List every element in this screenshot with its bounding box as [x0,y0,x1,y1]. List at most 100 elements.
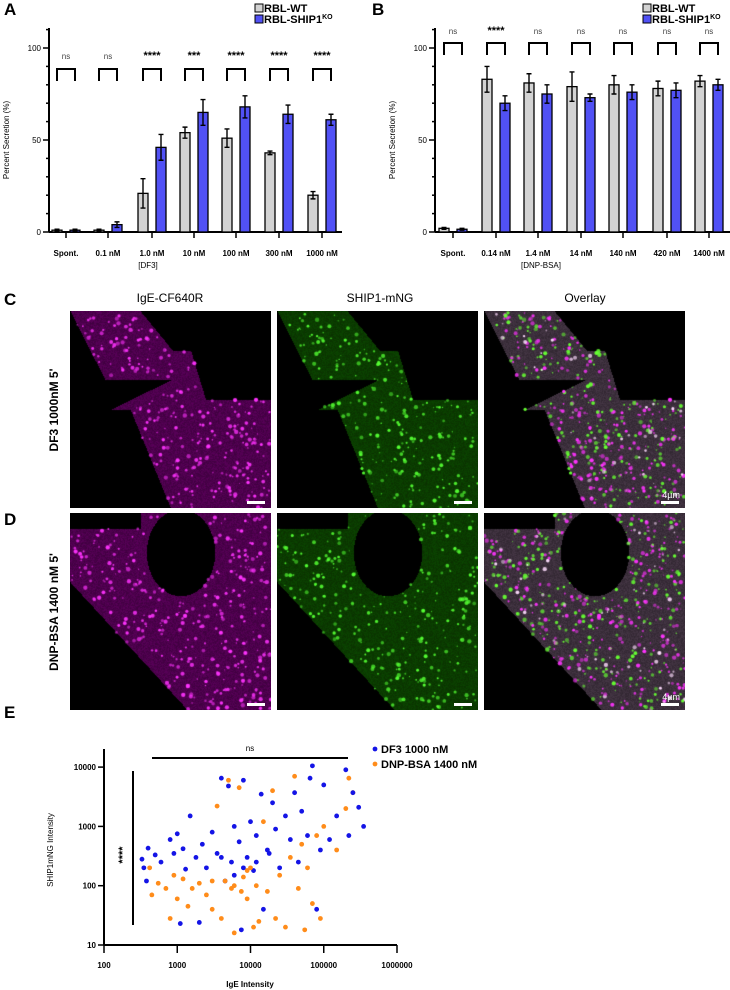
point-dnp [317,916,323,921]
point-df3 [193,855,199,860]
error-bar [484,65,490,93]
point-dnp [283,924,288,930]
point-dnp [163,886,169,891]
scale-bar [661,501,679,504]
point-df3 [203,865,209,871]
point-dnp [253,883,259,889]
point-df3 [307,775,313,781]
x-axis-label: [DNP-BSA] [521,261,561,270]
point-df3 [209,829,215,835]
bar-ko [541,93,553,233]
point-df3 [238,927,244,933]
x-tick-label: 420 nM [653,249,680,258]
x-tick-label: Spont. [441,249,466,258]
x-tick-label: 1000000 [381,961,413,970]
point-dnp [310,901,315,906]
significance-bracket [56,68,76,81]
point-df3 [180,846,186,852]
point-df3 [152,852,158,858]
point-df3 [283,813,288,819]
legend-label: DF3 1000 nM [381,744,448,756]
point-df3 [327,837,332,842]
x-tick-label: 0.1 nM [96,249,121,258]
error-bar [96,228,102,232]
y-tick-label: 100 [414,44,428,53]
point-df3 [292,790,298,796]
point-dnp [260,819,266,825]
y-tick-label: 50 [32,136,41,145]
bar-ko [282,113,294,233]
legend-swatch-wt [254,3,264,13]
legend-superscript: KO [710,14,721,21]
error-bar [54,228,60,232]
point-dnp [334,847,340,853]
bar-wt [307,194,319,233]
row-label-dnp: DNP-BSA 1400 nM 5' [47,553,61,671]
scale-bar [454,703,472,706]
significance-bracket [613,42,633,55]
point-dnp [203,892,209,898]
point-dnp [238,889,244,894]
point-df3 [241,865,246,871]
point-dnp [264,889,270,894]
scale-bar-label: 4µm [662,692,680,702]
significance-label: **** [487,25,505,37]
error-bar [441,226,447,230]
error-bar [182,126,188,139]
significance-bracket [269,68,289,81]
point-df3 [321,782,327,788]
point-dnp [196,880,202,886]
x-tick-label: 10 nM [183,249,206,258]
error-bar [502,95,508,112]
significance-bracket [184,68,204,81]
point-dnp [287,855,293,860]
point-df3 [187,813,193,819]
significance-label-x: ns [246,744,254,753]
y-tick-label: 10000 [74,763,97,772]
significance-bracket [528,42,548,55]
panel-label-d: D [4,510,17,529]
panel-label-a: A [4,0,17,19]
point-dnp [185,903,191,909]
error-bar [587,93,593,103]
point-dnp [314,833,320,838]
point-df3 [253,833,259,838]
point-dnp [251,924,256,930]
point-df3 [273,826,278,832]
bar-wt [523,82,535,233]
point-df3 [287,837,293,842]
scale-bar [247,501,265,504]
point-dnp [236,785,242,791]
error-bar [697,74,703,88]
point-df3 [253,859,259,865]
error-bar [544,84,550,104]
point-dnp [226,777,231,783]
point-df3 [139,856,145,862]
point-dnp [295,886,301,891]
x-tick-label: 100 nM [222,249,249,258]
error-bar [140,177,146,209]
point-df3 [229,859,234,865]
point-df3 [317,847,323,853]
error-bar [242,95,248,119]
point-dnp [222,878,228,884]
point-df3 [158,859,164,865]
point-dnp [346,775,352,781]
significance-bracket [486,42,506,55]
x-tick-label: 1.0 nM [140,249,165,258]
point-dnp [218,916,224,921]
point-df3 [346,833,352,838]
bar-ko [325,119,337,233]
point-df3 [299,808,305,814]
point-dnp [277,872,283,878]
scale-bar [247,703,265,706]
significance-label: **** [313,50,331,62]
point-df3 [260,906,266,912]
legend-swatch-wt [642,3,652,13]
column-header-ship1: SHIP1-mNG [346,291,414,305]
bar-ko [670,89,682,233]
point-dnp [256,919,262,924]
point-dnp [209,906,215,912]
point-df3 [226,783,231,789]
point-dnp [214,803,220,809]
